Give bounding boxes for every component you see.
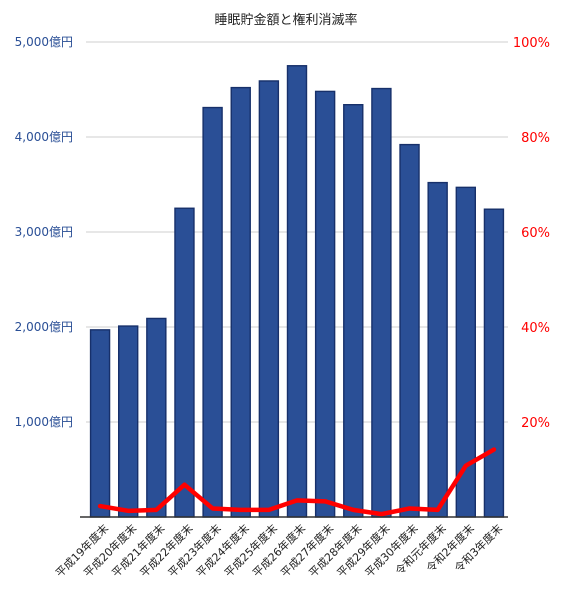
- y-left-tick-label: 4,000億円: [15, 130, 73, 144]
- line-point: [464, 464, 468, 468]
- line-point: [492, 448, 496, 452]
- line-point: [182, 483, 186, 487]
- y-right-tick-label: 60%: [521, 226, 550, 241]
- bar: [286, 65, 308, 518]
- line-point: [126, 509, 130, 513]
- line-point: [408, 506, 412, 510]
- bar: [314, 90, 336, 518]
- bar-series: [89, 65, 505, 518]
- y-left-tick-label: 3,000億円: [15, 225, 73, 239]
- y-right-tick-label: 100%: [513, 36, 550, 51]
- bar: [146, 317, 167, 518]
- line-point: [436, 508, 440, 512]
- chart-title: 睡眠貯金額と権利消滅率: [214, 12, 357, 28]
- line-point: [295, 498, 299, 502]
- line-series: [97, 447, 497, 517]
- bar: [89, 329, 111, 518]
- bar: [483, 208, 505, 518]
- y-right-tick-label: 20%: [521, 416, 550, 431]
- y-left-tick-label: 5,000億円: [15, 35, 73, 49]
- line-point: [351, 508, 355, 512]
- bar: [371, 87, 392, 518]
- line-point: [239, 508, 243, 512]
- line-point: [98, 504, 102, 508]
- line-point: [267, 508, 271, 512]
- bar: [258, 80, 280, 518]
- y-right-tick-label: 80%: [521, 131, 550, 146]
- y-left-tick-label: 1,000億円: [15, 415, 73, 429]
- line-point: [211, 506, 215, 510]
- bar: [117, 325, 139, 518]
- bar: [202, 106, 223, 518]
- bar: [399, 143, 420, 518]
- line-point: [379, 512, 383, 516]
- line-point: [323, 499, 327, 503]
- bar: [174, 207, 195, 518]
- bar: [343, 103, 364, 518]
- line-point: [154, 508, 158, 512]
- bar: [427, 181, 448, 518]
- bar: [230, 86, 251, 518]
- y-left-tick-label: 2,000億円: [15, 320, 73, 334]
- y-right-tick-label: 40%: [521, 321, 550, 336]
